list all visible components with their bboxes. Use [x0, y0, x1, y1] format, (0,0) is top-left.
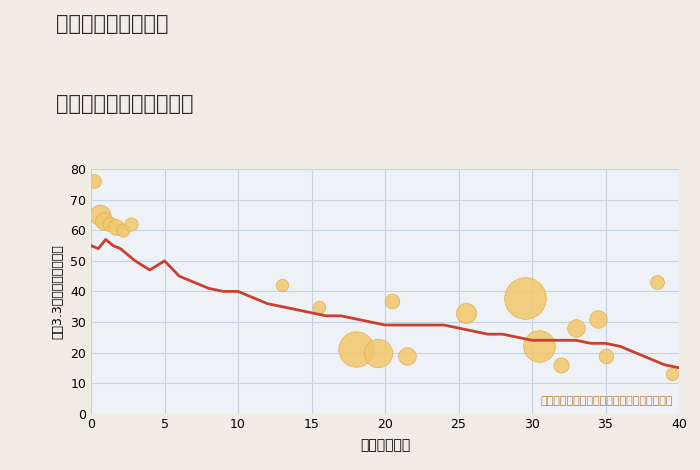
Point [666, 370, 678, 378]
X-axis label: 築年数（年）: 築年数（年） [360, 439, 410, 453]
Point [652, 278, 663, 286]
Point [88, 178, 99, 185]
Point [276, 282, 288, 289]
Point [118, 227, 129, 234]
Point [386, 297, 398, 305]
Point [570, 324, 582, 332]
Point [556, 361, 567, 368]
Point [519, 294, 531, 301]
Point [534, 343, 545, 350]
Point [94, 211, 106, 219]
Point [593, 315, 604, 322]
Point [111, 223, 122, 231]
Point [125, 220, 136, 228]
Point [350, 346, 361, 353]
Text: 岐阜県可児市石井の: 岐阜県可児市石井の [56, 14, 169, 34]
Point [99, 217, 110, 225]
Text: 築年数別中古戸建て価格: 築年数別中古戸建て価格 [56, 94, 193, 114]
Point [314, 303, 325, 310]
Point [104, 220, 116, 228]
Y-axis label: 坪（3.3㎡）単価（万円）: 坪（3.3㎡）単価（万円） [52, 244, 64, 339]
Text: 円の大きさは、取引のあった物件面積を示す: 円の大きさは、取引のあった物件面積を示す [540, 396, 673, 406]
Point [402, 352, 413, 359]
Point [372, 349, 384, 356]
Point [600, 352, 611, 359]
Point [461, 309, 472, 317]
